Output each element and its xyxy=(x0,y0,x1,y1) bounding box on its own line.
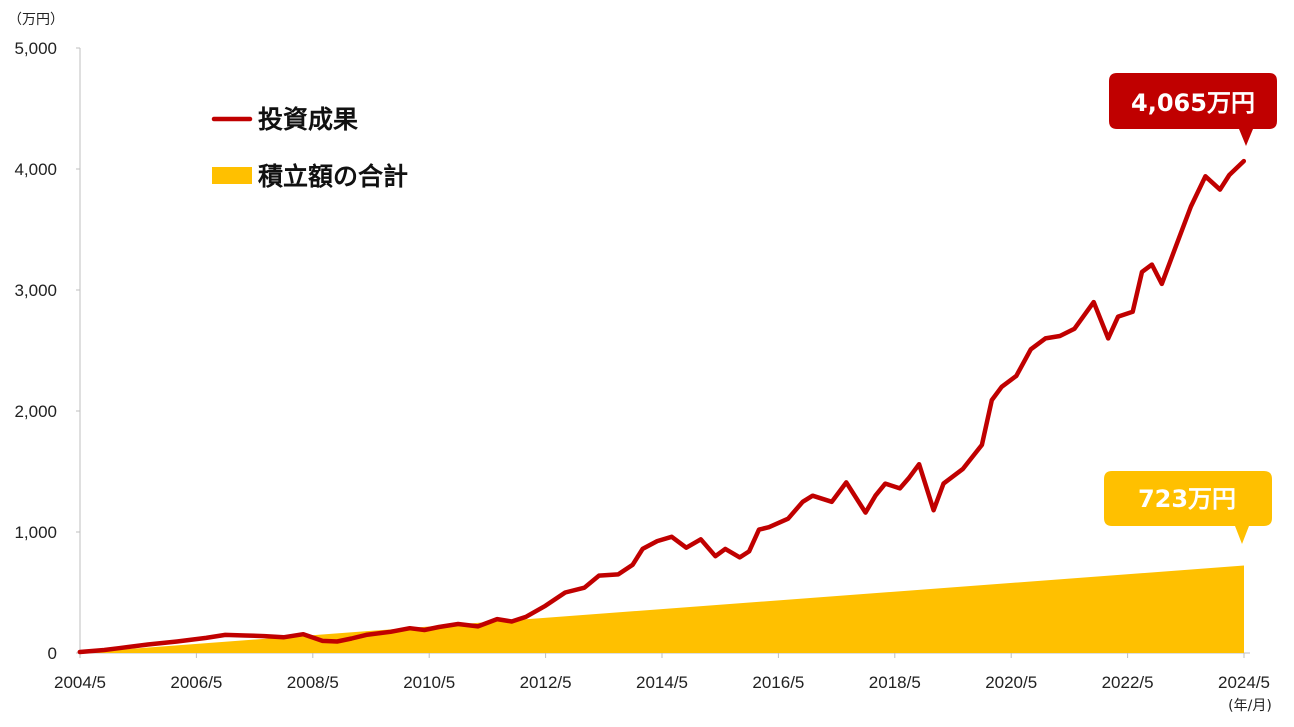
y-tick-label: 0 xyxy=(48,644,57,663)
x-tick-group: 2004/5 2006/5 2008/5 2010/5 2012/5 2014/5 2016… xyxy=(54,653,1270,692)
legend-line-label: 投資成果 xyxy=(258,105,358,134)
x-tick-label: 2018/5 xyxy=(869,673,921,692)
y-tick-label: 3,000 xyxy=(14,281,57,300)
x-tick-label: 2004/5 xyxy=(54,673,106,692)
series-area-contributions xyxy=(80,565,1244,653)
legend-area-swatch xyxy=(212,167,252,184)
callout-contributions-bubble xyxy=(1104,471,1272,544)
y-tick-label: 5,000 xyxy=(14,39,57,58)
x-tick-label: 2024/5 xyxy=(1218,673,1270,692)
x-tick-label: 2012/5 xyxy=(520,673,572,692)
x-tick-label: 2006/5 xyxy=(170,673,222,692)
callout-contributions: 723万円 xyxy=(1104,471,1272,544)
callout-investment-bubble xyxy=(1109,73,1277,146)
x-tick-label: 2022/5 xyxy=(1102,673,1154,692)
x-unit-label: (年/月) xyxy=(1228,698,1272,714)
y-tick-group: 0 1,000 2,000 3,000 4,000 5,000 xyxy=(14,39,80,663)
y-tick-label: 1,000 xyxy=(14,523,57,542)
x-tick-label: 2014/5 xyxy=(636,673,688,692)
x-tick-label: 2010/5 xyxy=(403,673,455,692)
callout-investment-text: 4,065万円 xyxy=(1131,89,1255,117)
axes-layer xyxy=(79,48,1250,654)
callout-investment: 4,065万円 xyxy=(1109,73,1277,146)
series-line-investment xyxy=(77,158,1247,655)
x-tick-label: 2008/5 xyxy=(287,673,339,692)
y-unit-label: （万円） xyxy=(8,12,64,28)
legend: 投資成果 積立額の合計 xyxy=(211,105,408,191)
callout-contributions-text: 723万円 xyxy=(1138,485,1236,513)
x-tick-label: 2016/5 xyxy=(752,673,804,692)
y-tick-label: 2,000 xyxy=(14,402,57,421)
x-tick-label: 2020/5 xyxy=(985,673,1037,692)
y-tick-label: 4,000 xyxy=(14,160,57,179)
legend-area-label: 積立額の合計 xyxy=(258,162,408,191)
